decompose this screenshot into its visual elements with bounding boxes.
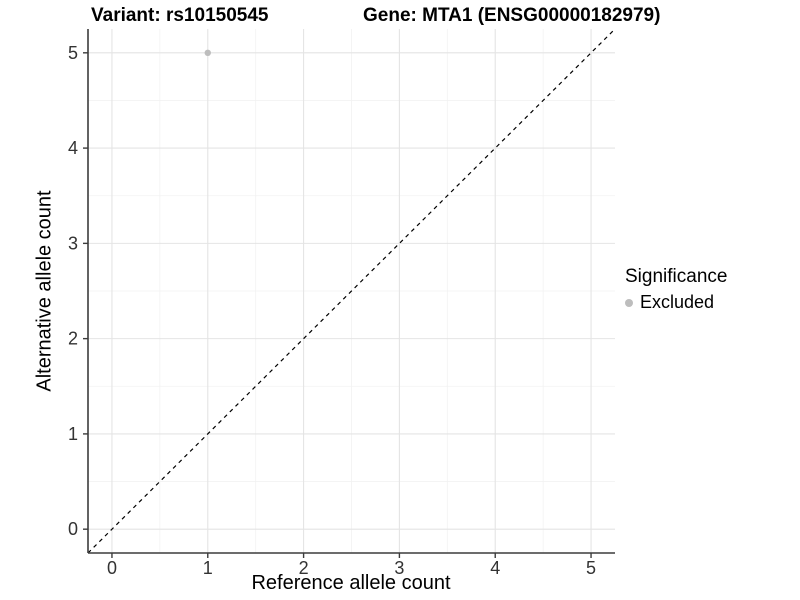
y-tick-label: 5 (68, 43, 78, 63)
plot-title-variant: Variant: rs10150545 (91, 5, 269, 26)
legend-key-dot-icon (625, 298, 633, 307)
x-tick-label: 0 (107, 558, 117, 578)
identity-reference-line (87, 28, 616, 554)
y-axis-title: Alternative allele count (33, 190, 56, 392)
x-tick-label: 2 (299, 558, 309, 578)
y-tick-label: 3 (68, 233, 78, 253)
y-tick-label: 4 (68, 138, 78, 158)
x-tick-label: 1 (203, 558, 213, 578)
legend-entry-label: Excluded (640, 292, 715, 312)
y-tick-label: 2 (68, 329, 78, 349)
legend: Significance Excluded (625, 266, 727, 313)
x-axis-title: Reference allele count (251, 572, 451, 594)
plot-title-gene: Gene: MTA1 (ENSG00000182979) (363, 5, 661, 26)
legend-title: Significance (625, 266, 728, 287)
y-tick-label: 0 (68, 519, 78, 539)
x-tick-label: 4 (490, 558, 500, 578)
legend-entry-excluded: Excluded (625, 292, 727, 313)
y-tick-label: 1 (68, 424, 78, 444)
data-point (204, 49, 211, 57)
x-tick-label: 3 (394, 558, 404, 578)
x-tick-label: 5 (586, 558, 596, 578)
